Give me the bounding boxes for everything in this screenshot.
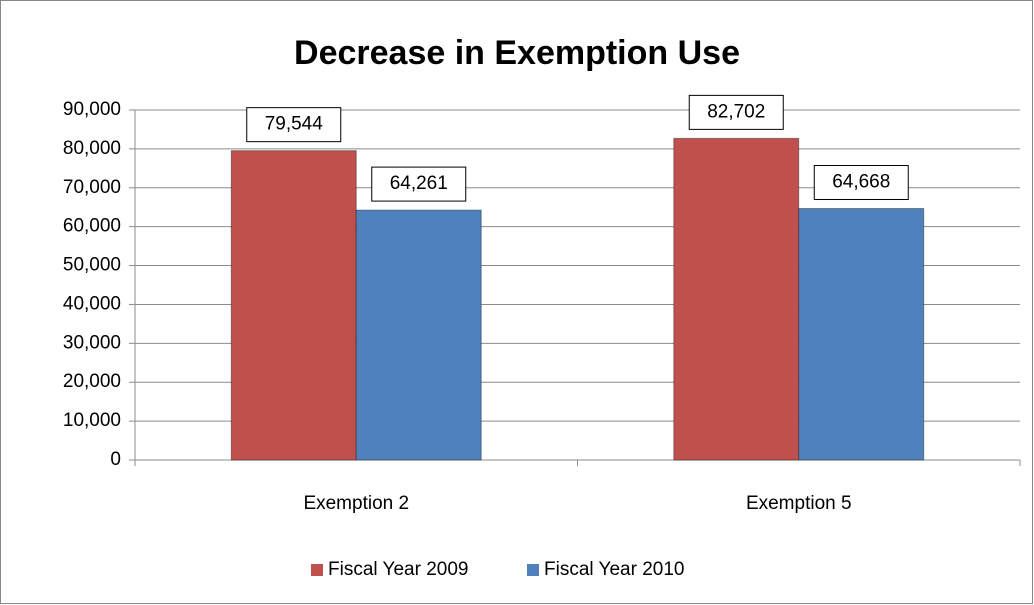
y-tick-label: 90,000 [63,99,121,120]
y-tick-label: 60,000 [63,216,121,237]
data-label: 64,668 [832,172,890,193]
legend-swatch [527,564,539,576]
y-tick-label: 50,000 [63,255,121,276]
legend-label: Fiscal Year 2009 [328,559,469,580]
chart-title: Decrease in Exemption Use [294,34,740,72]
bar [673,137,800,461]
data-label-box [371,166,467,202]
data-label: 82,702 [707,101,765,122]
data-label-box [688,94,784,130]
y-tick-label: 0 [110,449,121,470]
legend-swatch [311,564,323,576]
bar [798,208,925,461]
y-tick-label: 30,000 [63,332,121,353]
bar [230,150,357,461]
y-tick-label: 70,000 [63,177,121,198]
y-tick-label: 80,000 [63,138,121,159]
legend-label: Fiscal Year 2010 [544,559,685,580]
bar [355,209,482,461]
y-tick-label: 10,000 [63,410,121,431]
x-tick-label: Exemption 2 [303,493,409,514]
y-tick-label: 40,000 [63,293,121,314]
data-label: 79,544 [265,114,324,135]
y-tick-label: 20,000 [63,371,121,392]
data-label: 64,261 [390,173,448,194]
data-label-box [813,165,909,201]
data-label-box [246,107,342,143]
x-tick-label: Exemption 5 [746,493,852,514]
